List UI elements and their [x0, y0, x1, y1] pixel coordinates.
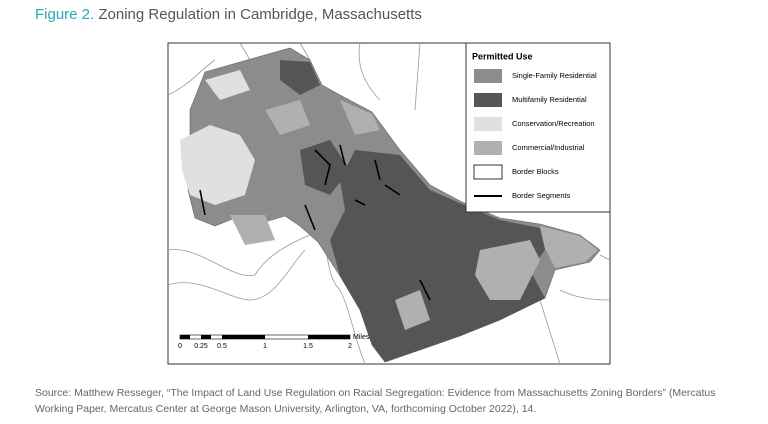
- legend-label: Conservation/Recreation: [512, 119, 595, 128]
- scale-segment: [222, 335, 265, 339]
- legend-label: Multifamily Residential: [512, 95, 587, 104]
- scale-label: 2: [348, 343, 352, 350]
- legend-swatch: [474, 117, 502, 131]
- commercial-zone: [265, 100, 310, 135]
- legend-swatch: [474, 93, 502, 107]
- legend-swatch: [473, 164, 503, 180]
- scale-segment: [180, 335, 190, 339]
- commercial-zone: [475, 240, 540, 300]
- legend-label: Single-Family Residential: [512, 71, 597, 80]
- scale-label: 0.5: [217, 343, 227, 350]
- legend-label: Commercial/Industrial: [512, 143, 585, 152]
- commercial-zone: [540, 226, 598, 268]
- scale-label: 1: [263, 343, 267, 350]
- scale-unit: Miles: [353, 334, 370, 341]
- scale-segment: [308, 335, 350, 339]
- figure-label: Figure 2.: [35, 6, 95, 23]
- scale-segment: [201, 335, 211, 339]
- multifamily-zone: [330, 150, 545, 362]
- commercial-zone: [230, 215, 275, 245]
- legend-title: Permitted Use: [472, 51, 533, 61]
- conservation-zone: [180, 125, 255, 205]
- scale-label: 1.5: [303, 343, 313, 350]
- multifamily-zone: [280, 60, 320, 95]
- legend-label: Border Blocks: [512, 167, 559, 176]
- multifamily-zone: [300, 140, 350, 195]
- scale-label: 0.25: [194, 343, 208, 350]
- commercial-zone: [395, 290, 430, 330]
- legend-swatch: [474, 141, 502, 155]
- scale-label: 0: [178, 343, 182, 350]
- legend-swatch: [474, 69, 502, 83]
- scale-bar: 0 0.25 0.5 1 1.5 2 Miles: [178, 334, 370, 350]
- conservation-zone: [205, 70, 250, 100]
- figure-heading: Figure 2. Zoning Regulation in Cambridge…: [35, 6, 422, 23]
- figure-title: Zoning Regulation in Cambridge, Massachu…: [98, 6, 422, 23]
- legend: Permitted Use Single-Family Residential …: [465, 42, 611, 213]
- commercial-zone: [340, 100, 380, 135]
- legend-label: Border Segments: [512, 191, 571, 200]
- source-note: Source: Matthew Resseger, “The Impact of…: [35, 387, 716, 415]
- border-segments: [199, 144, 431, 301]
